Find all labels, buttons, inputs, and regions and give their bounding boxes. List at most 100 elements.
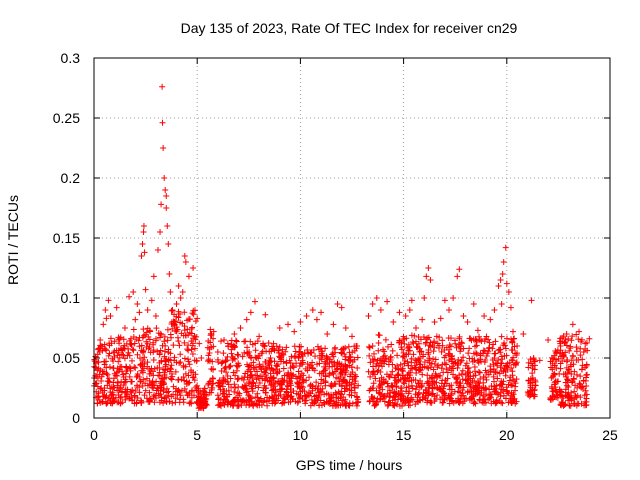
- data-point: [513, 352, 520, 359]
- data-point: [111, 338, 118, 345]
- data-point: [169, 373, 176, 380]
- data-point: [573, 348, 580, 355]
- data-point: [372, 402, 379, 409]
- data-point: [165, 356, 172, 363]
- data-point: [156, 351, 163, 358]
- data-point: [486, 392, 493, 399]
- data-point: [282, 348, 289, 355]
- data-point: [524, 388, 531, 395]
- data-point: [424, 397, 431, 404]
- data-point: [109, 389, 116, 396]
- data-point: [140, 376, 147, 383]
- data-point: [141, 392, 148, 399]
- data-point: [476, 333, 483, 340]
- data-point: [122, 396, 129, 403]
- data-point: [243, 316, 250, 323]
- y-tick-label: 0: [72, 410, 80, 426]
- data-point: [381, 398, 388, 405]
- data-point: [294, 399, 301, 406]
- data-point: [555, 378, 562, 385]
- data-point: [165, 349, 172, 356]
- data-point: [457, 380, 464, 387]
- data-point: [404, 375, 411, 382]
- data-point: [234, 402, 241, 409]
- data-point: [551, 352, 558, 359]
- data-point: [338, 382, 345, 389]
- data-point: [175, 338, 182, 345]
- data-point: [186, 329, 193, 336]
- data-point: [297, 348, 304, 355]
- data-point: [483, 391, 490, 398]
- data-point: [583, 383, 590, 390]
- data-point: [269, 366, 276, 373]
- data-point: [494, 375, 501, 382]
- data-point: [568, 337, 575, 344]
- data-point: [139, 382, 146, 389]
- data-point: [563, 331, 570, 337]
- data-point: [473, 349, 480, 356]
- data-point: [453, 375, 460, 382]
- data-point: [220, 350, 227, 357]
- data-point: [456, 266, 463, 273]
- data-point: [477, 337, 484, 344]
- data-point: [375, 331, 382, 338]
- data-point: [318, 309, 325, 316]
- y-axis-label: ROTI / TECUs: [5, 195, 21, 285]
- data-point: [372, 375, 379, 382]
- data-point: [380, 360, 387, 367]
- data-point: [196, 340, 203, 347]
- data-point: [473, 338, 480, 345]
- data-point: [480, 373, 487, 380]
- data-point: [170, 342, 177, 349]
- data-point: [321, 367, 328, 374]
- data-point: [289, 363, 296, 370]
- data-point: [144, 307, 151, 313]
- data-point: [567, 402, 574, 409]
- data-point: [399, 367, 406, 374]
- data-point: [261, 343, 268, 350]
- data-point: [367, 373, 374, 380]
- data-point: [256, 333, 263, 340]
- data-point: [127, 365, 134, 372]
- data-point: [395, 396, 402, 403]
- data-point: [263, 366, 270, 373]
- data-point: [171, 354, 178, 361]
- data-point: [414, 343, 421, 350]
- data-point: [331, 362, 338, 369]
- data-point: [162, 342, 169, 349]
- data-point: [152, 392, 159, 399]
- data-point: [163, 205, 170, 211]
- data-point: [161, 333, 168, 340]
- data-point: [134, 351, 141, 358]
- data-point: [161, 175, 168, 181]
- data-point: [177, 295, 184, 301]
- data-point: [508, 356, 515, 363]
- data-point: [498, 360, 505, 367]
- data-point: [577, 394, 584, 401]
- data-point: [155, 372, 162, 379]
- data-point: [410, 376, 417, 383]
- data-point: [551, 381, 558, 388]
- data-point: [500, 392, 507, 399]
- data-point: [431, 319, 438, 325]
- data-point: [380, 393, 387, 400]
- data-point: [391, 402, 398, 409]
- data-point: [142, 387, 149, 394]
- data-point: [210, 335, 217, 342]
- data-point: [412, 325, 419, 331]
- data-point: [566, 395, 573, 402]
- data-point: [429, 381, 436, 388]
- data-point: [172, 395, 179, 402]
- data-point: [273, 362, 280, 369]
- data-point: [290, 388, 297, 395]
- data-point: [373, 295, 380, 301]
- data-point: [181, 327, 188, 334]
- data-point: [514, 343, 521, 349]
- data-point: [162, 363, 169, 370]
- data-point: [137, 362, 144, 369]
- data-point: [342, 378, 349, 385]
- data-point: [157, 347, 164, 354]
- data-point: [218, 360, 225, 367]
- data-point: [158, 201, 165, 208]
